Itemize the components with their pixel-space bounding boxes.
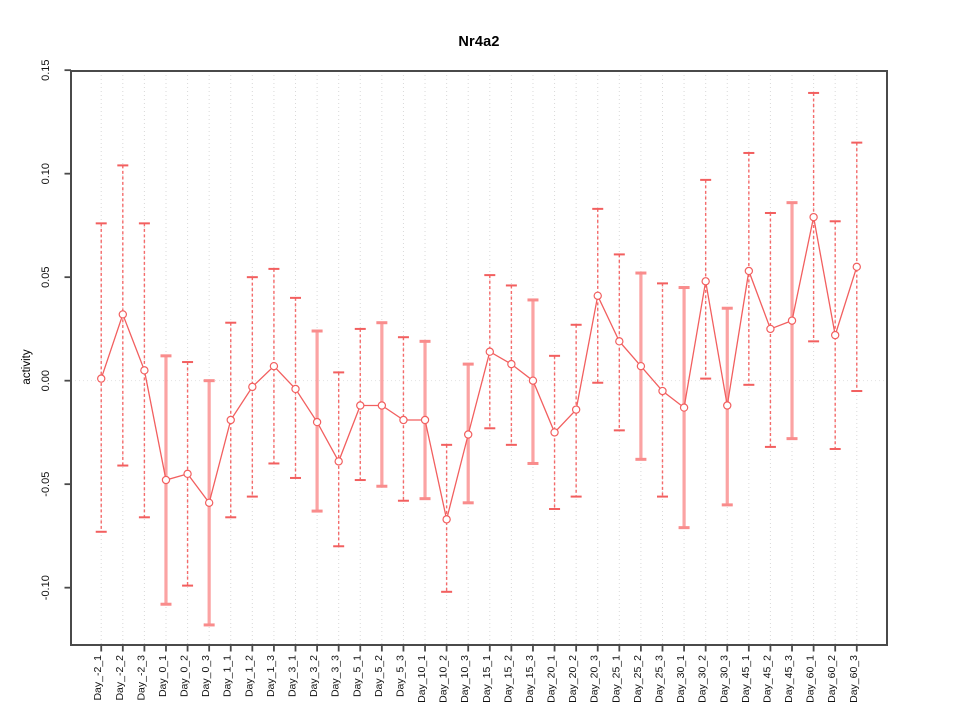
y-axis-title: activity [21,349,33,385]
data-point-marker [204,498,214,508]
x-tick-label: Day_3_2 [308,655,320,697]
data-point-marker [269,361,279,371]
x-tick-label: Day_20_3 [589,655,601,703]
x-tick-label: Day_3_3 [330,655,342,697]
y-tick-label: 0.00 [40,370,52,391]
data-point-marker [118,310,128,319]
x-tick-label: Day_45_1 [740,655,752,703]
x-tick-label: Day_0_3 [200,655,212,697]
chart-title: Nr4a2 [458,34,500,50]
x-tick-label: Day_25_1 [610,655,622,703]
data-point-marker [420,415,430,425]
x-tick-label: Day_0_2 [179,655,191,697]
x-tick-label: Day_1_3 [265,655,277,697]
data-point-marker [312,417,322,427]
x-tick-label: Day_15_2 [502,655,514,703]
x-tick-label: Day_60_3 [848,655,860,703]
data-point-marker [291,384,300,394]
data-point-marker [248,382,257,392]
x-tick-label: Day_60_1 [805,655,817,703]
x-tick-label: Day_10_2 [438,655,450,703]
data-point-marker [183,469,192,479]
data-point-marker [701,277,710,286]
x-tick-label: Day_30_1 [675,655,687,703]
x-tick-label: Day_0_1 [157,655,169,697]
y-tick-label: 0.15 [40,59,52,80]
plot-border [70,70,888,646]
data-point-marker [852,262,861,272]
x-tick-label: Day_15_1 [481,655,493,703]
data-point-marker [464,430,473,439]
data-point-marker [830,330,840,340]
y-tick-label: -0.05 [40,472,52,497]
data-point-marker [658,386,667,396]
x-tick-label: Day_60_2 [826,655,838,703]
x-tick-label: Day_25_2 [632,655,644,703]
data-point-marker [161,475,171,485]
x-tick-label: Day_20_2 [567,655,579,703]
data-point-marker [140,366,149,375]
x-tick-label: Day_5_1 [351,655,363,697]
x-tick-label: Day_-2_1 [92,655,104,701]
x-tick-label: Day_30_3 [718,655,730,703]
x-tick-label: Day_-2_2 [114,655,126,701]
data-point-marker [766,324,775,334]
y-tick-label: -0.10 [40,575,52,600]
x-tick-label: Day_5_3 [394,655,406,697]
x-tick-label: Day_1_1 [222,655,234,697]
x-tick-label: Day_3_1 [287,655,299,697]
data-point-marker [97,374,106,383]
x-tick-label: Day_20_1 [546,655,558,703]
data-point-marker [787,316,797,325]
data-point-marker [679,403,689,412]
data-point-marker [356,401,365,410]
x-tick-label: Day_10_1 [416,655,428,703]
x-tick-label: Day_15_3 [524,655,536,703]
data-point-marker [809,212,818,222]
x-tick-label: Day_-2_3 [135,655,147,701]
data-point-marker [485,347,494,356]
x-tick-label: Day_45_2 [761,655,773,703]
x-tick-label: Day_10_3 [459,655,471,703]
x-tick-label: Day_45_3 [783,655,795,703]
data-point-marker [636,361,646,371]
data-point-marker [615,337,624,346]
y-tick-label: 0.10 [40,163,52,184]
data-point-marker [571,405,581,414]
x-tick-label: Day_25_3 [653,655,665,703]
data-point-marker [744,266,754,276]
data-point-marker [507,359,516,369]
series-line [100,217,858,520]
data-point-marker [550,428,559,437]
y-tick-label: 0.05 [40,266,52,287]
data-point-marker [528,376,538,385]
x-tick-label: Day_1_2 [243,655,255,697]
data-point-marker [226,415,235,425]
data-point-marker [377,401,387,410]
data-point-marker [593,291,602,301]
x-tick-label: Day_5_2 [373,655,385,697]
x-tick-label: Day_30_2 [697,655,709,703]
data-point-marker [334,457,343,466]
data-point-marker [723,401,732,410]
data-point-marker [399,415,408,425]
data-point-marker [442,515,451,524]
